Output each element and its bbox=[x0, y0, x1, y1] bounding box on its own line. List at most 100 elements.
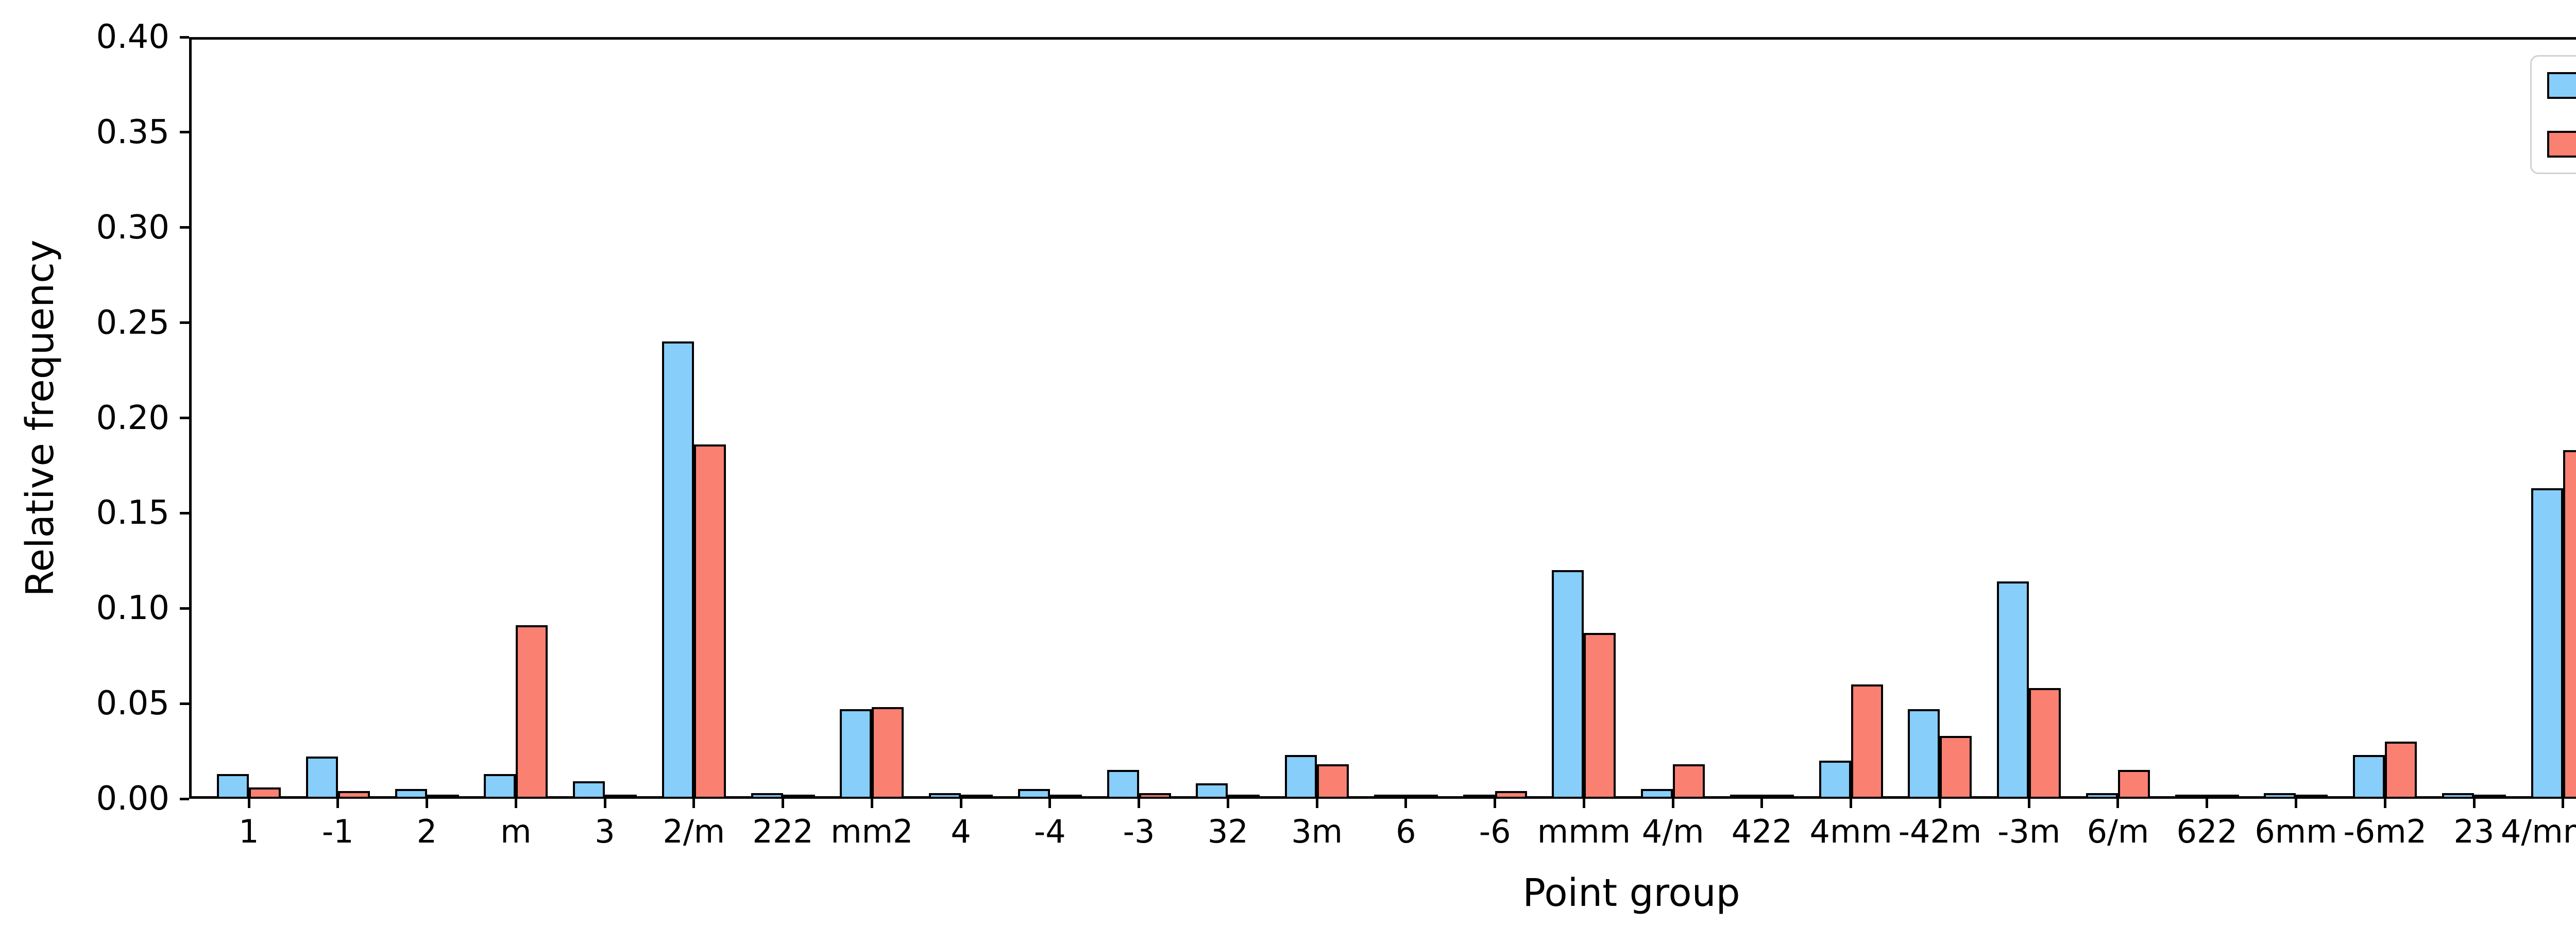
bar-generated-3 bbox=[605, 795, 637, 799]
bar-generated-222 bbox=[783, 795, 815, 799]
x-tick-mark-3 bbox=[603, 799, 606, 808]
x-tick-mark--6 bbox=[1494, 799, 1497, 808]
x-axis-title: Point group bbox=[1522, 871, 1740, 915]
bar-alex-4mm bbox=[1819, 761, 1851, 799]
bar-alex--3 bbox=[1107, 770, 1139, 799]
legend: ALEX-MP-20 Generated structures bbox=[2530, 55, 2576, 174]
x-tick-label: 2 bbox=[416, 813, 437, 850]
x-tick-label: 4/m bbox=[1641, 813, 1704, 850]
x-tick-label: 4/mmm bbox=[2500, 813, 2576, 850]
bar-alex-3 bbox=[573, 781, 605, 799]
bar-generated-422 bbox=[1761, 795, 1794, 799]
x-tick-label: -3m bbox=[1997, 813, 2061, 850]
x-tick-label: m-3 bbox=[2549, 815, 2576, 848]
y-tick-mark-0.10 bbox=[180, 607, 189, 610]
x-tick-label: 1 bbox=[239, 813, 259, 850]
bar-generated-4 bbox=[961, 795, 993, 799]
bar-generated-4mm bbox=[1851, 684, 1883, 799]
x-tick-mark-6/m bbox=[2116, 799, 2120, 808]
bar-alex--1 bbox=[306, 757, 338, 799]
bar-generated--3 bbox=[1139, 793, 1171, 799]
x-tick-label: 4 bbox=[951, 813, 971, 850]
bar-generated-m bbox=[516, 625, 548, 799]
plot-frame bbox=[189, 37, 2576, 799]
x-tick-mark--3 bbox=[1138, 799, 1141, 808]
y-tick-mark-0.35 bbox=[180, 131, 189, 134]
bar-alex-6 bbox=[1374, 795, 1406, 799]
bar-alex-2/m bbox=[662, 341, 694, 799]
x-tick-label: 4mm bbox=[1809, 813, 1892, 850]
legend-swatch-red bbox=[2547, 130, 2576, 158]
x-tick-mark--42m bbox=[1938, 799, 1941, 808]
x-tick-mark--1 bbox=[336, 799, 340, 808]
x-tick-mark-422 bbox=[1760, 799, 1764, 808]
x-tick-mark-2/m bbox=[692, 799, 696, 808]
bar-alex-mm2 bbox=[840, 709, 872, 799]
x-tick-label: 3m bbox=[1291, 813, 1343, 850]
bar-generated-2/m bbox=[693, 444, 726, 799]
y-tick-mark-0.00 bbox=[180, 797, 189, 800]
bar-alex--4 bbox=[1018, 789, 1050, 799]
bar-alex-222 bbox=[751, 793, 783, 799]
x-tick-label: 3 bbox=[595, 813, 615, 850]
x-tick-label: 23 bbox=[2453, 813, 2495, 850]
y-tick-mark-0.30 bbox=[180, 226, 189, 229]
y-tick-mark-0.25 bbox=[180, 321, 189, 324]
bar-generated-3m bbox=[1317, 764, 1349, 799]
bar-alex-4 bbox=[929, 793, 961, 799]
bar-generated--6 bbox=[1495, 791, 1527, 799]
bar-generated--1 bbox=[337, 791, 370, 799]
bar-alex-3m bbox=[1285, 755, 1317, 799]
x-tick-label: m bbox=[500, 813, 532, 850]
bar-alex--3m bbox=[1997, 581, 2029, 799]
bar-alex-4/mmm bbox=[2531, 488, 2563, 799]
x-tick-mark-6mm bbox=[2294, 799, 2297, 808]
legend-item-alex-mp-20: ALEX-MP-20 bbox=[2547, 66, 2576, 105]
x-tick-label: -3 bbox=[1123, 813, 1155, 850]
y-tick-mark-0.05 bbox=[180, 702, 189, 705]
x-tick-label: 6mm bbox=[2255, 813, 2337, 850]
x-tick-mark-4/m bbox=[1671, 799, 1674, 808]
bar-generated--6m2 bbox=[2385, 742, 2417, 799]
y-tick-label: 0.40 bbox=[96, 18, 170, 56]
y-tick-mark-0.20 bbox=[180, 417, 189, 419]
y-tick-mark-0.40 bbox=[180, 36, 189, 39]
x-tick-mark-m bbox=[514, 799, 517, 808]
x-tick-label: 6/m bbox=[2087, 813, 2149, 850]
y-tick-label: 0.25 bbox=[96, 303, 170, 342]
bar-alex-622 bbox=[2175, 795, 2207, 799]
x-tick-label: 6 bbox=[1396, 813, 1416, 850]
bar-generated-32 bbox=[1228, 795, 1260, 799]
x-tick-label: 2/m bbox=[663, 813, 725, 850]
bar-alex--42m bbox=[1908, 709, 1940, 799]
x-tick-mark-23 bbox=[2472, 799, 2476, 808]
legend-item-generated-structures: Generated structures bbox=[2547, 125, 2576, 163]
bar-alex-1 bbox=[217, 774, 249, 799]
bar-alex-6mm bbox=[2264, 793, 2296, 799]
bar-generated--3m bbox=[2029, 688, 2061, 799]
x-tick-label: -42m bbox=[1898, 813, 1982, 850]
y-tick-label: 0.30 bbox=[96, 208, 170, 247]
x-tick-mark-mm2 bbox=[870, 799, 873, 808]
bar-alex-6/m bbox=[2086, 793, 2118, 799]
x-tick-label: 32 bbox=[1207, 813, 1248, 850]
bar-generated-622 bbox=[2207, 795, 2239, 799]
plot-area bbox=[189, 37, 2576, 799]
x-tick-mark-1 bbox=[247, 799, 250, 808]
x-tick-label: mmm bbox=[1537, 813, 1631, 850]
x-tick-mark-222 bbox=[782, 799, 785, 808]
bar-generated-4/mmm bbox=[2563, 450, 2576, 799]
x-tick-mark-4/mmm bbox=[2562, 799, 2565, 808]
x-tick-mark--3m bbox=[2027, 799, 2030, 808]
x-tick-label: 422 bbox=[1731, 813, 1793, 850]
bar-generated-2 bbox=[427, 795, 459, 799]
x-tick-mark--6m2 bbox=[2383, 799, 2386, 808]
y-tick-label: 0.05 bbox=[96, 684, 170, 723]
y-axis-title: Relative frequency bbox=[18, 239, 62, 597]
y-tick-label: 0.20 bbox=[96, 399, 170, 437]
bar-generated--4 bbox=[1049, 795, 1082, 799]
x-tick-label: 222 bbox=[752, 813, 814, 850]
x-tick-mark-3m bbox=[1315, 799, 1318, 808]
x-tick-mark-622 bbox=[2206, 799, 2209, 808]
